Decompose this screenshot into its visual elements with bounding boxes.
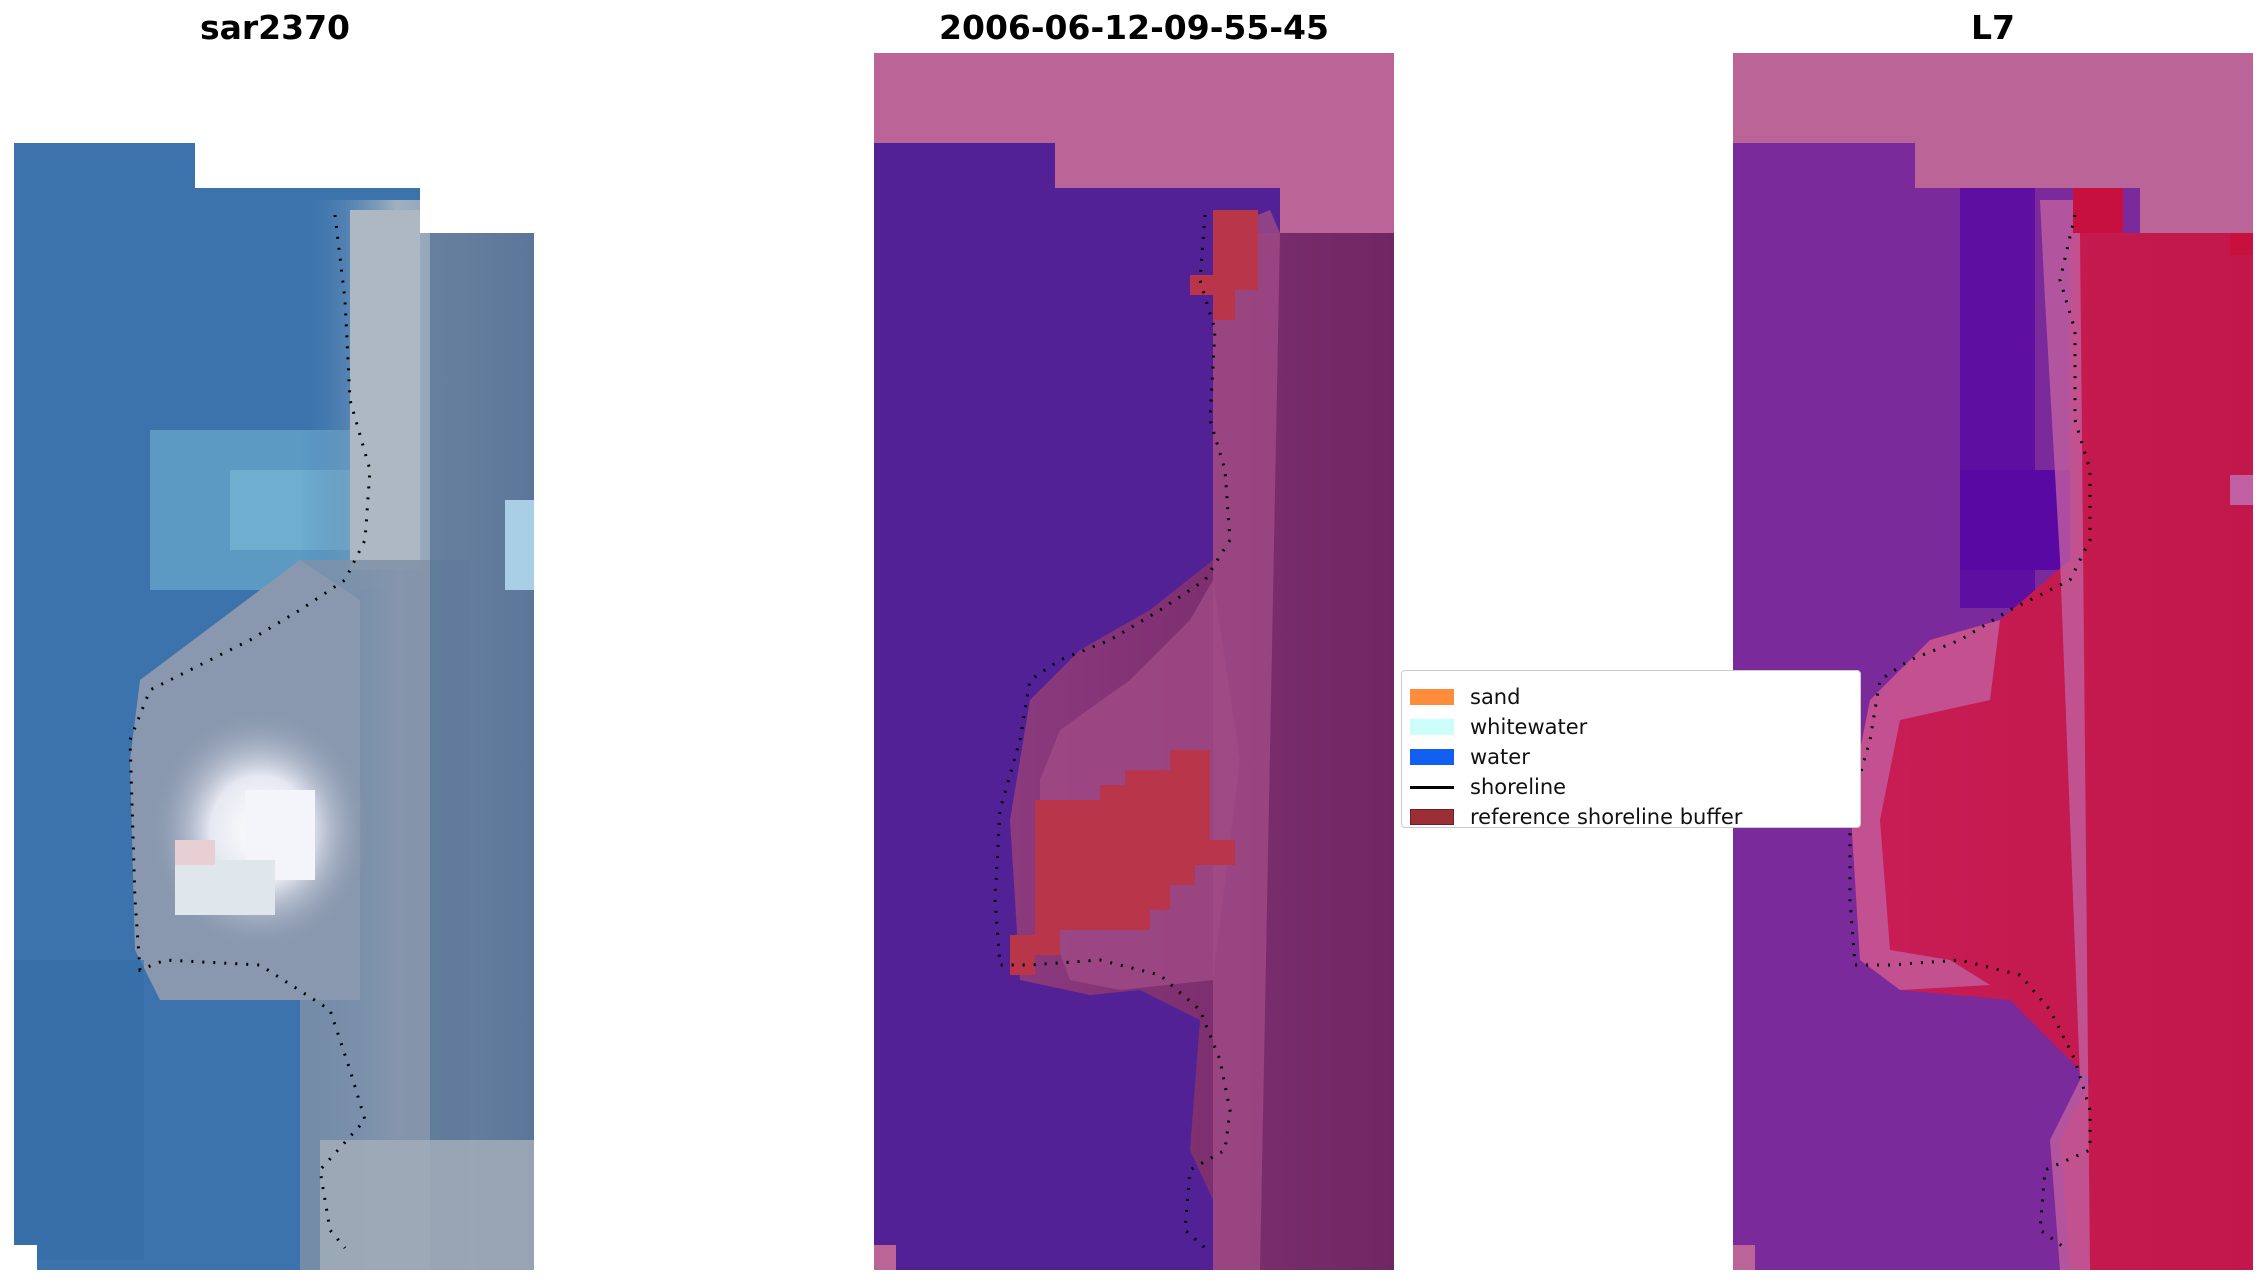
legend-label-water: water xyxy=(1470,745,1530,769)
legend-label-sand: sand xyxy=(1470,685,1521,709)
reference-buffer-swatch xyxy=(1410,809,1454,825)
legend-item-water: water xyxy=(1410,742,1530,772)
whitewater-swatch xyxy=(1410,719,1454,735)
legend-item-whitewater: whitewater xyxy=(1410,712,1587,742)
middle-panel-title: 2006-06-12-09-55-45 xyxy=(939,8,1329,47)
water-swatch xyxy=(1410,749,1454,765)
shoreline-swatch xyxy=(1410,785,1454,789)
legend-label-shoreline: shoreline xyxy=(1470,775,1567,799)
legend-item-reference-buffer: reference shoreline buffer xyxy=(1410,802,1743,828)
legend-item-sand: sand xyxy=(1410,682,1520,712)
sand-swatch xyxy=(1410,689,1454,705)
legend: sand whitewater water shoreline referenc… xyxy=(1401,670,1861,828)
legend-label-reference-buffer: reference shoreline buffer xyxy=(1470,805,1743,828)
shoreline-middle xyxy=(993,214,1232,1250)
right-panel-title: L7 xyxy=(1971,8,2015,47)
left-panel-title: sar2370 xyxy=(199,8,351,47)
legend-label-whitewater: whitewater xyxy=(1470,715,1588,739)
legend-item-shoreline: shoreline xyxy=(1410,772,1566,802)
